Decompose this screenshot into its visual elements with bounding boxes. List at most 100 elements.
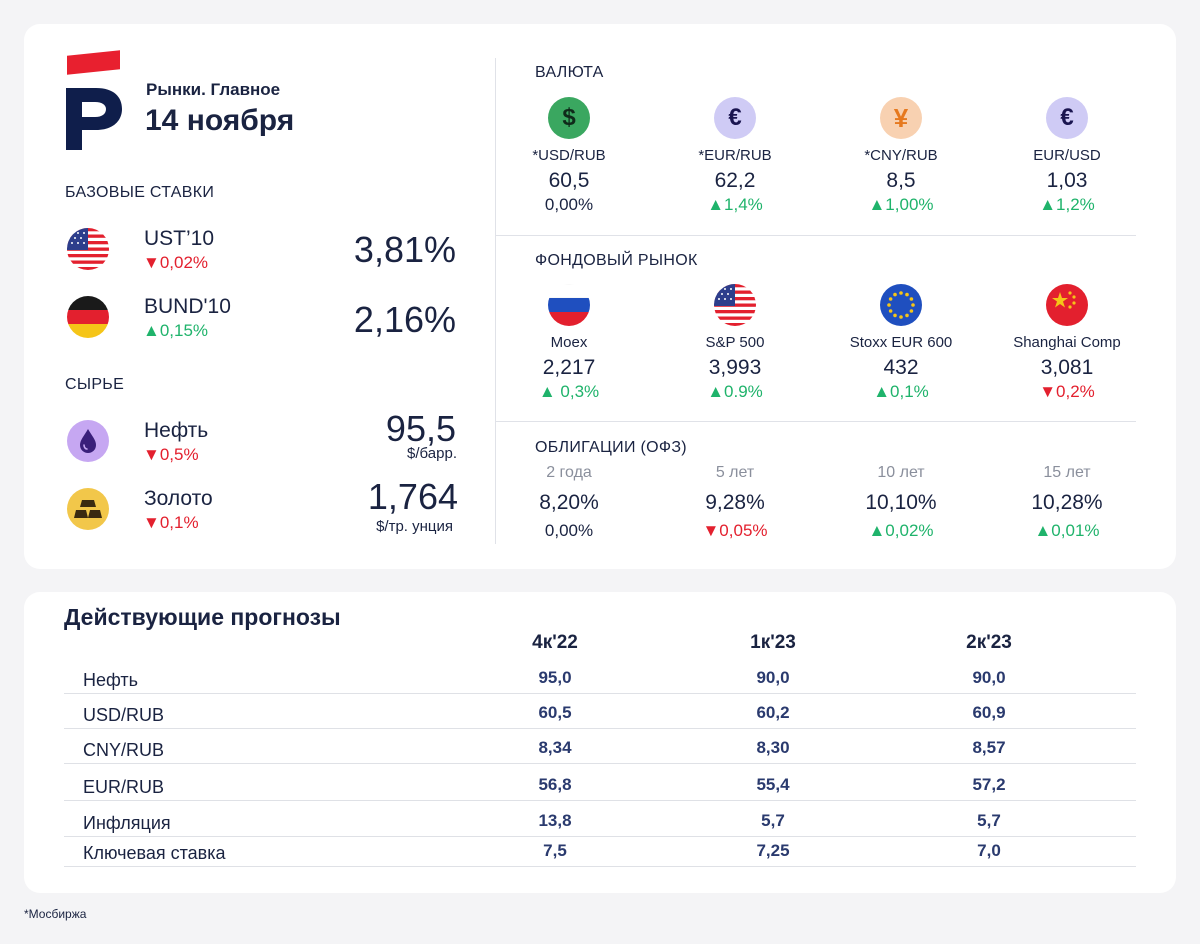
- bond-change: ▲0,02%: [868, 521, 934, 540]
- bond-10y: 10 лет 10,10% ▲0,02%: [811, 464, 991, 542]
- currency-change: 0,00%: [544, 195, 594, 214]
- forecast-cell: 60,9: [972, 703, 1006, 722]
- stock-value: 2,217: [542, 356, 596, 379]
- stock-label: Shanghai Comp: [1013, 334, 1121, 351]
- forecasts-title: Действующие прогнозы: [64, 604, 341, 630]
- currency-cny-rub: ¥ *CNY/RUB 8,5 ▲1,00%: [811, 97, 991, 216]
- bund10-name: BUND'10: [144, 295, 231, 318]
- oil-unit: $/барр.: [407, 445, 457, 462]
- ust10-name: UST’10: [144, 227, 215, 250]
- bond-change: ▼0,05%: [702, 521, 768, 540]
- bond-yield: 10,28%: [1031, 491, 1103, 514]
- report-date: 14 ноября: [145, 104, 295, 137]
- bond-15y: 15 лет 10,28% ▲0,01%: [977, 464, 1157, 542]
- gold-name: Золото: [144, 487, 213, 510]
- bond-yield: 10,10%: [865, 491, 937, 514]
- forecast-cell: 90,0: [756, 668, 790, 687]
- oil-name: Нефть: [144, 419, 209, 442]
- forecast-column-header: 4к'22: [532, 632, 578, 653]
- bond-yield: 8,20%: [539, 491, 599, 514]
- brand-logo-bar: [67, 50, 120, 75]
- section-divider: [496, 235, 1136, 236]
- currency-value: 8,5: [886, 169, 916, 192]
- forecast-cell: 60,2: [756, 703, 790, 722]
- currency-value: 60,5: [548, 169, 590, 192]
- gold-bars-icon: [67, 488, 109, 530]
- forecast-row-name: Инфляция: [83, 813, 171, 833]
- forecast-cell: 60,5: [538, 703, 572, 722]
- stock-change: ▲0,1%: [873, 382, 929, 401]
- gold-unit: $/тр. унция: [376, 518, 453, 535]
- forecast-cell: 13,8: [538, 811, 572, 830]
- bond-5y: 5 лет 9,28% ▼0,05%: [645, 464, 825, 542]
- currency-label: EUR/USD: [1033, 147, 1101, 164]
- forecast-row-name: USD/RUB: [83, 705, 165, 725]
- oil-value: 95,5: [385, 408, 456, 449]
- forecast-row: Ключевая ставка 7,5 7,25 7,0: [64, 832, 1136, 867]
- bond-2y: 2 года 8,20% 0,00%: [479, 464, 659, 542]
- stock-shanghai: Shanghai Comp 3,081 ▼0,2%: [977, 284, 1157, 403]
- brand-subtitle: Рынки. Главное: [146, 80, 281, 99]
- forecast-cell: 57,2: [972, 775, 1006, 794]
- currency-label: *USD/RUB: [532, 147, 606, 164]
- currency-eur-usd: € EUR/USD 1,03 ▲1,2%: [977, 97, 1157, 216]
- base-rates-title: БАЗОВЫЕ СТАВКИ: [65, 184, 215, 201]
- forecast-row-name: EUR/RUB: [83, 777, 165, 797]
- ust10-value: 3,81%: [353, 229, 456, 270]
- bond-yield: 9,28%: [705, 491, 765, 514]
- stock-stoxx600: Stoxx EUR 600 432 ▲0,1%: [811, 284, 991, 403]
- russia-flag-icon: [548, 284, 590, 326]
- oil-change: ▼0,5%: [143, 445, 199, 464]
- stock-change: ▲0.9%: [707, 382, 763, 401]
- stock-value: 3,081: [1040, 356, 1094, 379]
- forecast-cell: 8,57: [972, 738, 1006, 757]
- bond-term: 15 лет: [1043, 464, 1091, 481]
- currency-eur-rub: € *EUR/RUB 62,2 ▲1,4%: [645, 97, 825, 216]
- bond-change: ▲0,01%: [1034, 521, 1100, 540]
- market-summary-card: Рынки. Главное 14 ноября БАЗОВЫЕ СТАВКИ …: [24, 24, 1176, 569]
- forecast-cell: 5,7: [761, 811, 785, 830]
- currency-change: ▲1,00%: [868, 195, 934, 214]
- bond-term: 10 лет: [877, 464, 925, 481]
- forecast-cell: 7,0: [977, 841, 1001, 860]
- us-flag-icon: [714, 284, 756, 326]
- forecast-row-name: Ключевая ставка: [83, 843, 226, 863]
- forecast-column-header: 1к'23: [750, 632, 796, 653]
- currency-usd-rub: $ *USD/RUB 60,5 0,00%: [479, 97, 659, 216]
- forecast-cell: 95,0: [538, 668, 572, 687]
- forecast-row-name: CNY/RUB: [83, 740, 165, 760]
- us-flag-icon: [67, 228, 109, 270]
- forecast-cell: 7,5: [543, 841, 567, 860]
- gold-change: ▼0,1%: [143, 513, 199, 532]
- forecast-cell: 90,0: [972, 668, 1006, 687]
- currency-change: ▲1,2%: [1039, 195, 1095, 214]
- stocks-title: ФОНДОВЫЙ РЫНОК: [535, 252, 698, 269]
- forecast-row: EUR/RUB 56,8 55,4 57,2: [64, 766, 1136, 801]
- stock-label: Stoxx EUR 600: [849, 334, 953, 351]
- forecast-cell: 5,7: [977, 811, 1001, 830]
- bond-change: 0,00%: [544, 521, 594, 540]
- bonds-title: ОБЛИГАЦИИ (ОФЗ): [535, 439, 687, 456]
- currency-change: ▲1,4%: [707, 195, 763, 214]
- stock-change: ▲ 0,3%: [538, 382, 600, 401]
- dollar-icon: $: [548, 97, 590, 139]
- euro-icon: €: [1046, 97, 1088, 139]
- forecast-row: USD/RUB 60,5 60,2 60,9: [64, 694, 1136, 729]
- currency-title: ВАЛЮТА: [535, 64, 604, 81]
- forecast-cell: 55,4: [756, 775, 790, 794]
- gold-value: 1,764: [367, 476, 458, 517]
- oil-drop-icon: [67, 420, 109, 462]
- column-divider: [495, 58, 496, 544]
- commodities-title: СЫРЬЕ: [65, 376, 125, 393]
- forecast-cell: 7,25: [756, 841, 790, 860]
- currency-label: *CNY/RUB: [864, 147, 938, 164]
- forecasts-card: Действующие прогнозы 4к'22 1к'23 2к'23 Н…: [24, 592, 1176, 893]
- stock-value: 432: [883, 356, 919, 379]
- stock-value: 3,993: [708, 356, 762, 379]
- euro-icon: €: [714, 97, 756, 139]
- forecast-row: CNY/RUB 8,34 8,30 8,57: [64, 729, 1136, 764]
- stock-label: S&P 500: [705, 334, 765, 351]
- footnote: *Мосбиржа: [24, 907, 87, 921]
- bond-term: 2 года: [546, 464, 592, 481]
- forecast-row-name: Нефть: [83, 670, 139, 690]
